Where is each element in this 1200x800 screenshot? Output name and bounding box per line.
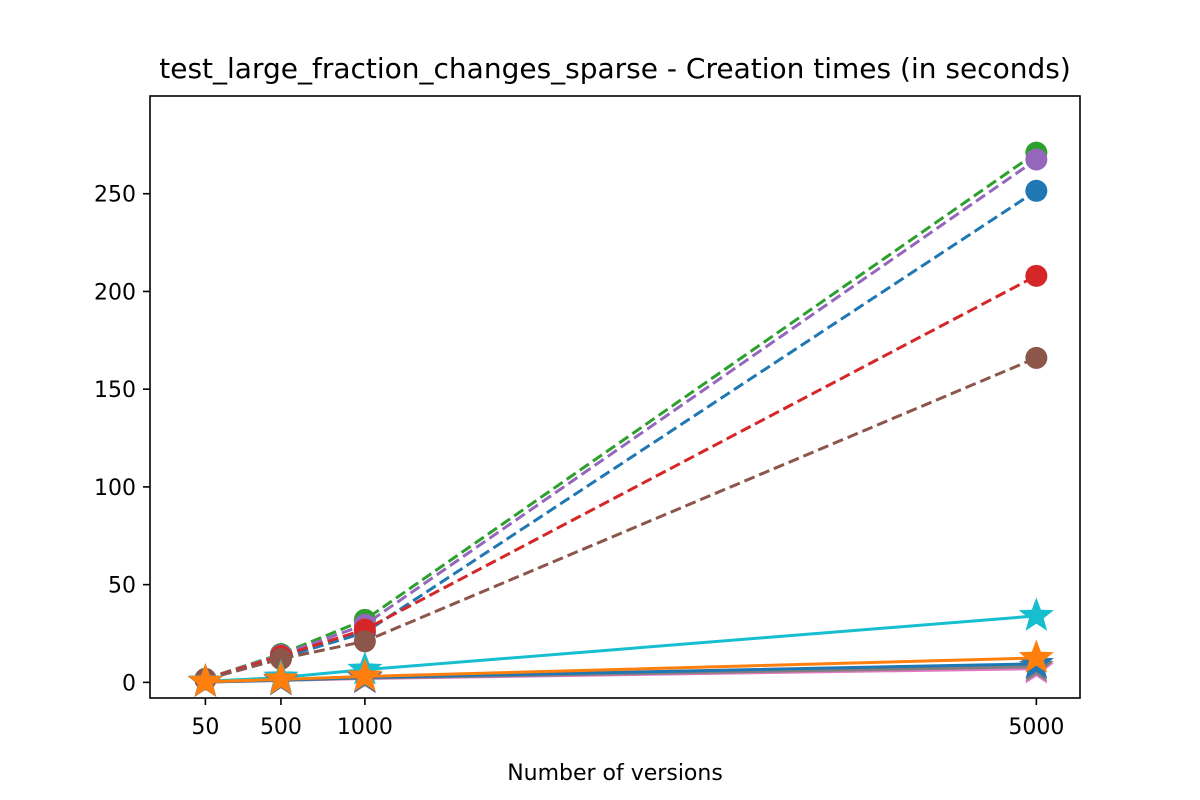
series-9 bbox=[187, 639, 1054, 697]
data-point bbox=[1025, 264, 1048, 287]
y-axis-ticks: 0 50 100 150 200 250 bbox=[94, 183, 150, 696]
x-axis-label: Number of versions bbox=[507, 761, 723, 786]
data-point bbox=[1025, 346, 1048, 369]
x-tick-label: 500 bbox=[260, 715, 302, 740]
data-point bbox=[187, 663, 223, 697]
series-line bbox=[204, 274, 1038, 681]
y-tick-label: 150 bbox=[94, 378, 136, 403]
y-tick-label: 100 bbox=[94, 476, 136, 501]
data-point bbox=[347, 658, 383, 692]
x-tick-label: 1000 bbox=[337, 715, 393, 740]
series-layer bbox=[187, 141, 1054, 697]
data-point bbox=[353, 630, 376, 653]
x-tick-label: 50 bbox=[191, 715, 219, 740]
data-point bbox=[1025, 148, 1048, 171]
data-point bbox=[1025, 179, 1048, 202]
x-axis-ticks: 50 500 1000 5000 bbox=[191, 698, 1064, 740]
y-tick-label: 200 bbox=[94, 280, 136, 305]
data-point bbox=[1018, 597, 1054, 631]
y-tick-label: 50 bbox=[108, 574, 136, 599]
y-tick-label: 0 bbox=[122, 671, 136, 696]
data-point bbox=[263, 661, 299, 695]
data-point bbox=[1018, 639, 1054, 673]
x-tick-label: 5000 bbox=[1008, 715, 1064, 740]
series-line bbox=[205, 656, 1037, 684]
series-4 bbox=[194, 346, 1048, 691]
y-tick-label: 250 bbox=[94, 183, 136, 208]
plot-area-frame bbox=[149, 95, 1081, 699]
data-point bbox=[269, 647, 292, 670]
series-line bbox=[205, 356, 1037, 681]
chart-title: test_large_fraction_changes_sparse - Cre… bbox=[159, 52, 1071, 85]
